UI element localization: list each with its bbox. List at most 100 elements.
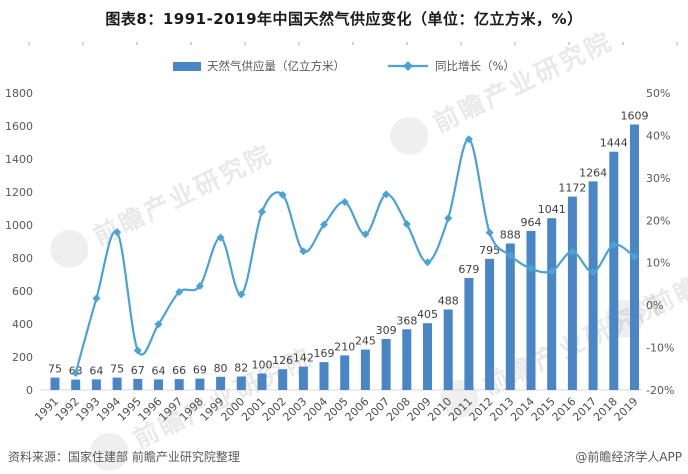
- bar-value-label: 66: [172, 364, 186, 377]
- right-axis-tick-label: 20%: [646, 214, 670, 227]
- legend: 天然气供应量（亿立方米） 同比增长（%）: [0, 58, 688, 74]
- left-axis-tick-label: 1000: [5, 219, 33, 232]
- line-marker-diamond: [382, 190, 391, 199]
- bar-value-label: 488: [438, 295, 459, 308]
- bar-value-label: 679: [458, 263, 479, 276]
- bar: [174, 379, 184, 390]
- bar: [257, 373, 267, 390]
- bar: [547, 218, 557, 390]
- bar: [195, 378, 205, 390]
- left-axis-tick-label: 200: [12, 351, 33, 364]
- left-axis-tick-label: 1200: [5, 186, 33, 199]
- line-marker-diamond: [527, 264, 536, 273]
- line-marker-diamond: [609, 240, 618, 249]
- bar: [423, 323, 432, 390]
- bar-value-label: 795: [479, 244, 500, 257]
- left-axis-tick-label: 1800: [5, 87, 33, 100]
- bar: [485, 258, 495, 390]
- bar: [464, 278, 474, 390]
- line-marker-diamond: [113, 228, 122, 237]
- right-axis-tick-label: 0%: [646, 299, 663, 312]
- bar-value-label: 75: [110, 363, 124, 376]
- bar-value-label: 1041: [538, 203, 566, 216]
- bar: [154, 379, 163, 390]
- bar-value-label: 75: [48, 363, 62, 376]
- legend-line-label: 同比增长（%）: [435, 59, 515, 73]
- bar-value-label: 368: [396, 314, 417, 327]
- bar-value-label: 80: [214, 362, 228, 375]
- credit-note: @前瞻经济学人APP: [575, 450, 682, 464]
- title-separator: [0, 42, 688, 45]
- bar: [298, 366, 308, 390]
- right-axis-tick-label: 40%: [646, 129, 670, 142]
- line-marker-diamond: [485, 228, 494, 237]
- line-marker-diamond: [257, 207, 266, 216]
- bar-value-label: 82: [234, 362, 248, 375]
- line-marker-diamond: [568, 247, 577, 256]
- bar: [443, 309, 453, 390]
- line-marker-diamond: [195, 282, 204, 291]
- bar-value-label: 964: [521, 216, 542, 229]
- line-marker-diamond: [340, 198, 349, 207]
- bar: [50, 377, 60, 390]
- line-marker-diamond: [237, 290, 246, 299]
- line-marker-diamond: [361, 230, 370, 239]
- line-marker-diamond: [92, 294, 101, 303]
- legend-bars-label: 天然气供应量（亿立方米）: [207, 59, 346, 73]
- bar-value-label: 1172: [558, 182, 586, 195]
- line-marker-diamond: [423, 258, 432, 267]
- legend-item-bars: 天然气供应量（亿立方米）: [173, 58, 345, 74]
- line-marker-diamond: [402, 220, 411, 229]
- bar: [91, 379, 101, 390]
- bar: [526, 230, 536, 390]
- bar-value-label: 126: [272, 354, 293, 367]
- right-axis-tick-label: -20%: [646, 384, 674, 397]
- line-marker-diamond: [320, 220, 329, 229]
- bar-value-label: 1609: [620, 110, 648, 123]
- bar: [402, 329, 412, 390]
- left-axis-tick-label: 600: [12, 285, 33, 298]
- bar: [360, 349, 370, 390]
- left-axis-tick-label: 800: [12, 252, 33, 265]
- line-marker-diamond: [133, 346, 142, 355]
- line-marker-diamond: [506, 251, 515, 260]
- line-marker-diamond: [547, 267, 556, 276]
- bar-value-label: 64: [89, 364, 103, 377]
- left-axis-tick-label: 400: [12, 318, 33, 331]
- line-marker-diamond: [630, 252, 639, 261]
- line-marker-diamond: [444, 214, 453, 223]
- bar-value-label: 142: [293, 352, 314, 365]
- line-marker-diamond: [589, 268, 598, 277]
- left-axis-tick-label: 1600: [5, 120, 33, 133]
- bar: [609, 151, 619, 390]
- bar: [278, 369, 288, 390]
- bar-value-label: 67: [131, 364, 145, 377]
- source-note: 资料来源：国家住建部 前瞻产业研究院整理: [8, 450, 240, 464]
- x-axis-year-label: 2019: [612, 395, 641, 424]
- chart-title: 图表8：1991-2019年中国天然气供应变化（单位：亿立方米，%）: [105, 10, 583, 28]
- bar: [236, 376, 246, 390]
- bar-value-label: 888: [500, 229, 521, 242]
- right-axis-tick-label: 30%: [646, 172, 670, 185]
- bar: [567, 196, 577, 390]
- bar-series-swatch-icon: [173, 61, 202, 71]
- right-axis-tick-label: -10%: [646, 342, 674, 355]
- bar-value-label: 169: [314, 347, 335, 360]
- bar-value-label: 245: [355, 335, 376, 348]
- bar-value-label: 1444: [600, 137, 628, 150]
- line-marker-diamond: [278, 190, 287, 199]
- legend-item-line: 同比增长（%）: [387, 58, 515, 74]
- bar: [71, 379, 81, 390]
- line-marker-diamond: [175, 287, 184, 296]
- bar-value-label: 405: [417, 308, 438, 321]
- bar-value-label: 100: [251, 359, 272, 372]
- line-marker-diamond: [71, 369, 80, 378]
- line-marker-diamond: [464, 135, 473, 144]
- bar-value-label: 69: [193, 364, 207, 377]
- bar: [319, 362, 329, 390]
- left-axis-tick-label: 0: [26, 384, 33, 397]
- line-series-swatch-icon: [388, 61, 429, 71]
- line-marker-diamond: [299, 247, 308, 256]
